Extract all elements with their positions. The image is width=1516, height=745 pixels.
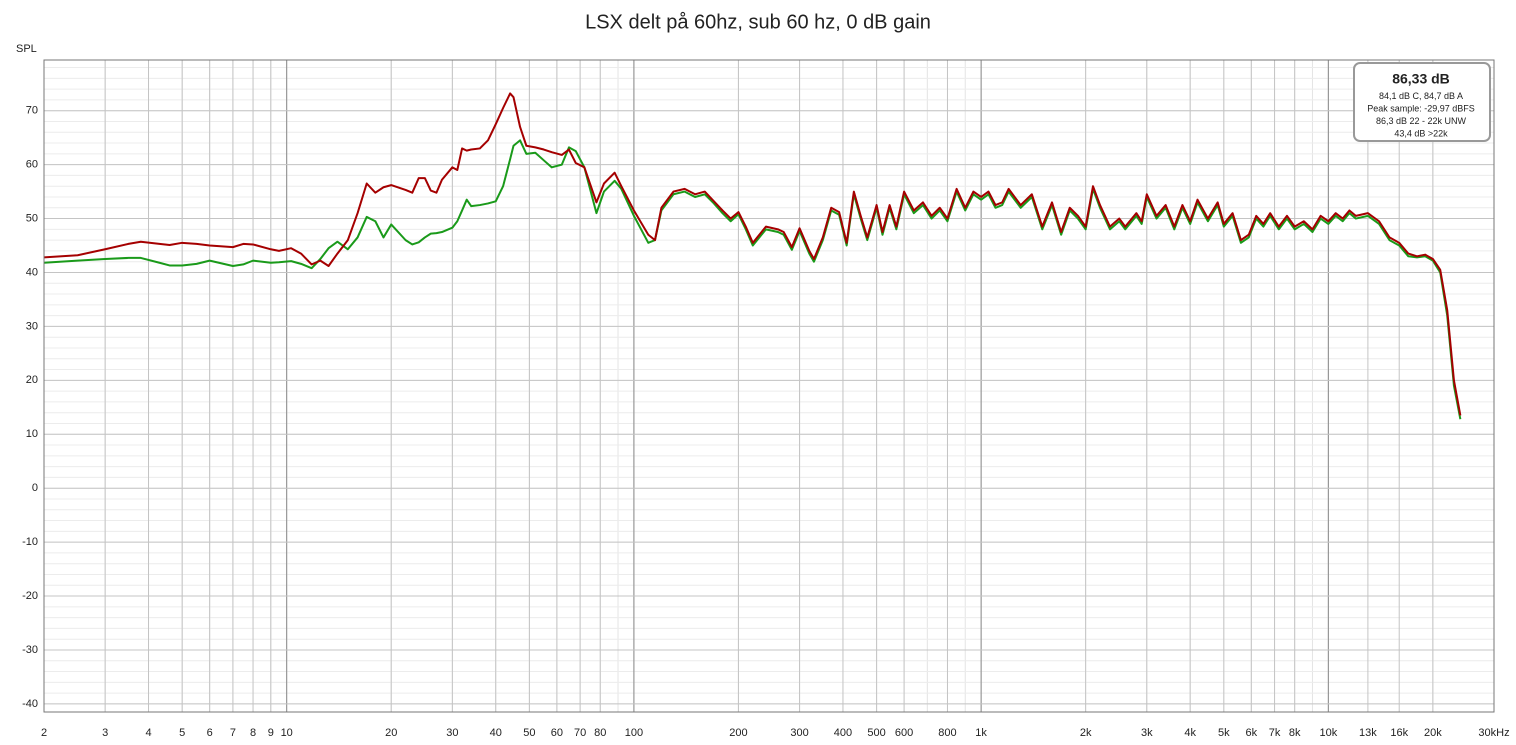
x-tick-label: 200 <box>729 727 747 739</box>
y-tick-label: 30 <box>26 320 38 332</box>
x-tick-label: 7 <box>230 727 236 739</box>
y-tick-label: 50 <box>26 212 38 224</box>
info-line: 84,1 dB C, 84,7 dB A <box>1379 91 1463 101</box>
x-tick-label: 70 <box>574 727 586 739</box>
x-tick-label: 6 <box>207 727 213 739</box>
x-tick-label: 500 <box>867 727 885 739</box>
info-line: Peak sample: -29,97 dBFS <box>1367 103 1475 113</box>
info-box: 86,33 dB 84,1 dB C, 84,7 dB A Peak sample:… <box>1353 62 1491 142</box>
x-tick-label: 40 <box>490 727 502 739</box>
x-tick-label: 30 <box>446 727 458 739</box>
plot-frame <box>43 59 1495 713</box>
plot <box>43 92 1462 420</box>
x-tick-label: 4k <box>1184 727 1196 739</box>
y-tick-label: 10 <box>26 428 38 440</box>
series-line <box>43 139 1462 420</box>
y-axis-label: SPL <box>16 43 37 55</box>
x-tick-label: 4 <box>145 727 151 739</box>
x-tick-label: 3k <box>1141 727 1153 739</box>
x-tick-label: 5k <box>1218 727 1230 739</box>
x-tick-label: 2 <box>41 727 47 739</box>
x-tick-label: 100 <box>625 727 643 739</box>
info-frame <box>1353 62 1491 142</box>
x-tick-label: 300 <box>790 727 808 739</box>
info-line: 43,4 dB >22k <box>1394 128 1448 138</box>
x-tick-label: 7k <box>1269 727 1281 739</box>
x-tick-label: 60 <box>551 727 563 739</box>
x-tick-label: 50 <box>523 727 535 739</box>
y-tick-label: 60 <box>26 159 38 171</box>
x-tick-label: 8k <box>1289 727 1301 739</box>
info-headline: 86,33 dB <box>1392 71 1450 87</box>
y-tick-label: 70 <box>26 105 38 117</box>
grid <box>43 60 1495 712</box>
x-tick-label: 3 <box>102 727 108 739</box>
x-tick-label: 400 <box>834 727 852 739</box>
x-tick-label: 10k <box>1319 727 1337 739</box>
y-tick-label: 0 <box>32 482 38 494</box>
x-tick-label: 800 <box>938 727 956 739</box>
x-tick-label: 600 <box>895 727 913 739</box>
series-line <box>43 92 1462 416</box>
chart-title: LSX delt på 60hz, sub 60 hz, 0 dB gain <box>585 11 931 33</box>
y-tick-label: 40 <box>26 266 38 278</box>
x-tick-label: 80 <box>594 727 606 739</box>
x-tick-label: 1k <box>975 727 987 739</box>
x-tick-label: 8 <box>250 727 256 739</box>
x-tick-label: 6k <box>1245 727 1257 739</box>
x-tick-label: 9 <box>268 727 274 739</box>
x-tick-label: 2k <box>1080 727 1092 739</box>
x-tick-label: 13k <box>1359 727 1377 739</box>
x-tick-label: 16k <box>1390 727 1408 739</box>
y-tick-label: -20 <box>22 590 38 602</box>
y-tick-label: 20 <box>26 374 38 386</box>
x-tick-label: 20k <box>1424 727 1442 739</box>
y-tick-label: -30 <box>22 644 38 656</box>
info-line: 86,3 dB 22 - 22k UNW <box>1376 116 1467 126</box>
x-tick-label: 5 <box>179 727 185 739</box>
y-tick-label: -40 <box>22 698 38 710</box>
x-tick-label: 20 <box>385 727 397 739</box>
x-tick-label: 30kHz <box>1478 727 1509 739</box>
x-tick-label: 10 <box>281 727 293 739</box>
y-tick-label: -10 <box>22 536 38 548</box>
